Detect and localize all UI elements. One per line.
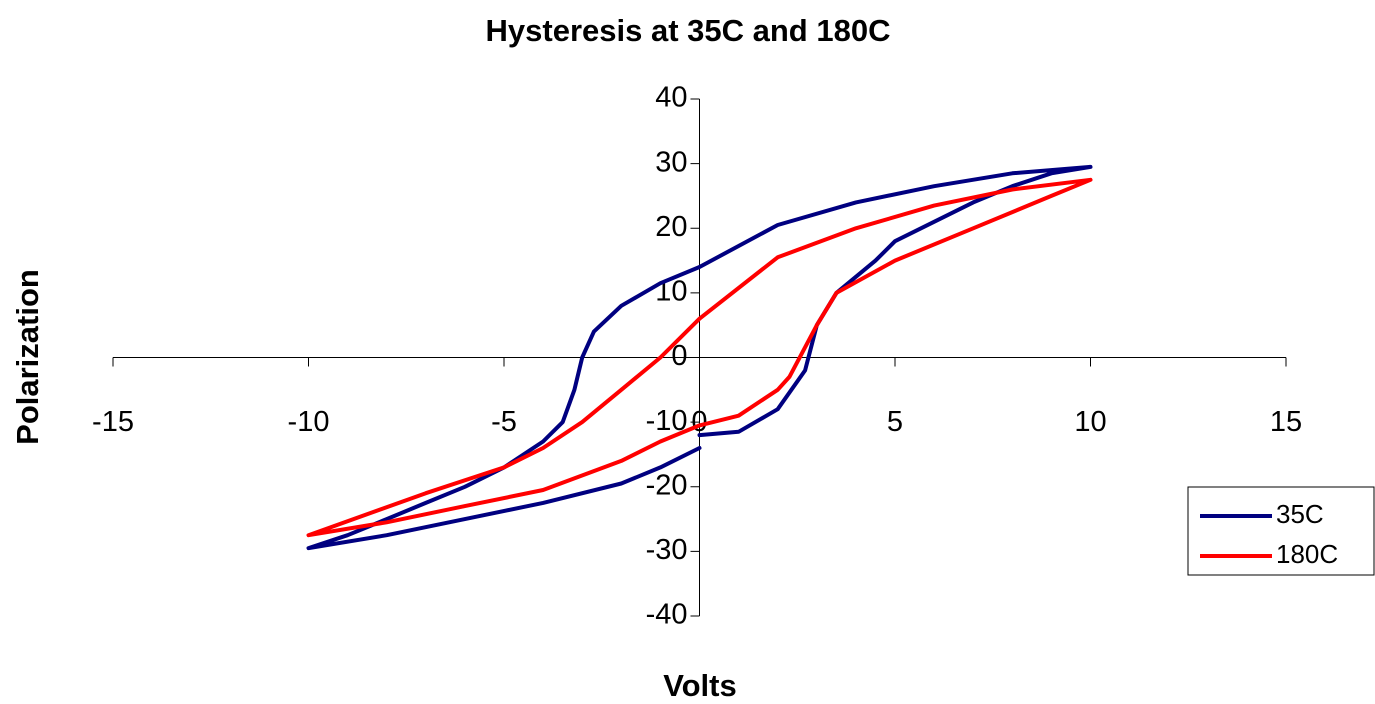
x-tick-label: 5 bbox=[887, 406, 903, 438]
x-axis-label: Volts bbox=[663, 668, 737, 703]
y-tick-label: 10 bbox=[655, 276, 687, 308]
legend-label: 180C bbox=[1276, 539, 1338, 569]
y-tick-label: -40 bbox=[646, 599, 688, 631]
series-line bbox=[306, 164, 1093, 551]
y-tick-label: 30 bbox=[655, 146, 687, 178]
x-tick-label: -10 bbox=[288, 406, 330, 438]
series-line bbox=[306, 177, 1093, 538]
x-tick-label: -15 bbox=[92, 406, 134, 438]
y-axis-label: Polarization bbox=[10, 269, 45, 445]
legend-box bbox=[1187, 486, 1375, 576]
y-tick-label: 40 bbox=[655, 82, 687, 114]
x-tick-label: 10 bbox=[1074, 406, 1106, 438]
y-tick-label: -20 bbox=[646, 469, 688, 501]
x-tick-label: 15 bbox=[1270, 406, 1302, 438]
legend-label: 35C bbox=[1276, 499, 1324, 529]
y-tick-label: 0 bbox=[671, 340, 687, 372]
x-tick-label: -5 bbox=[491, 406, 517, 438]
y-tick-label: 20 bbox=[655, 211, 687, 243]
chart-title: Hysteresis at 35C and 180C bbox=[486, 13, 891, 48]
y-tick-label: -30 bbox=[646, 534, 688, 566]
